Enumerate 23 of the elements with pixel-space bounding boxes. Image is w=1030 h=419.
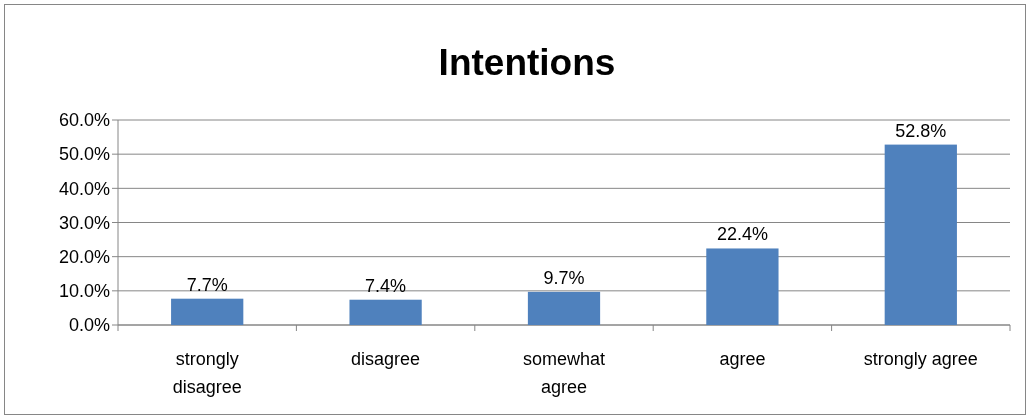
bar [884, 144, 957, 325]
data-label: 7.4% [365, 275, 407, 296]
y-tick-label: 50.0% [58, 144, 110, 165]
bar [527, 291, 601, 325]
x-tick-label: somewhat agree [522, 349, 606, 397]
y-tick-label: 20.0% [58, 246, 110, 267]
x-tick-label: agree [719, 349, 766, 369]
y-tick-label: 10.0% [58, 281, 110, 302]
y-tick-label: 0.0% [68, 315, 110, 336]
x-tick-label: strongly agree [863, 349, 978, 369]
chart-title: Intentions [438, 42, 616, 83]
bar [349, 299, 422, 325]
y-tick-label: 60.0% [58, 110, 110, 131]
bar [171, 298, 244, 325]
data-label: 22.4% [716, 224, 768, 245]
y-tick-label: 40.0% [58, 178, 110, 199]
x-tick-label: disagree [351, 349, 421, 369]
x-tick-label: strongly disagree [172, 349, 242, 397]
y-tick-label: 30.0% [58, 212, 110, 233]
bar [706, 248, 779, 325]
data-label: 52.8% [895, 120, 947, 141]
data-label: 7.7% [186, 274, 228, 295]
data-label: 9.7% [543, 267, 585, 288]
